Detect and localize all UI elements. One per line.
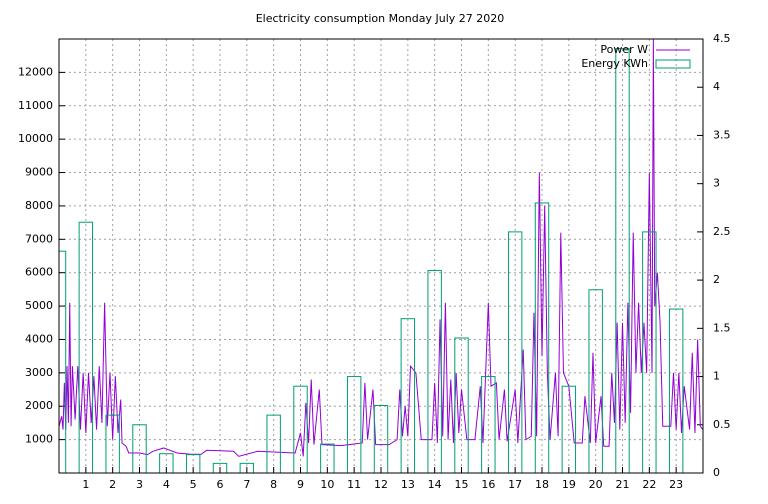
energy-box: [427, 269, 442, 473]
x-tick-label: 12: [374, 478, 388, 491]
legend-label: Power W: [600, 43, 648, 56]
x-tick-label: 22: [642, 478, 656, 491]
x-tick-label: 17: [508, 478, 522, 491]
x-tick-label: 15: [455, 478, 469, 491]
energy-box: [668, 308, 684, 473]
y-tick-label: 3000: [25, 366, 53, 379]
energy-box: [293, 385, 308, 473]
y-tick-label: 2000: [25, 399, 53, 412]
x-tick-label: 11: [347, 478, 361, 491]
x-tick-label: 23: [669, 478, 683, 491]
x-tick-label: 8: [270, 478, 277, 491]
energy-box: [320, 443, 335, 473]
energy-box: [588, 289, 603, 473]
energy-box: [400, 318, 416, 473]
y2-tick-label: 3.5: [713, 128, 731, 141]
x-tick-label: 18: [535, 478, 549, 491]
energy-box: [212, 462, 228, 473]
energy-box: [185, 454, 201, 473]
x-tick-label: 10: [320, 478, 334, 491]
y2-tick-label: 2.5: [713, 225, 731, 238]
energy-box: [454, 337, 469, 473]
y-tick-label: 10000: [18, 132, 53, 145]
y-tick-label: 7000: [25, 232, 53, 245]
x-tick-label: 9: [297, 478, 304, 491]
x-tick-label: 6: [217, 478, 224, 491]
y-tick-label: 4000: [25, 332, 53, 345]
x-tick-label: 14: [428, 478, 442, 491]
energy-box: [615, 48, 630, 473]
energy-box: [642, 231, 657, 473]
legend-label: Energy KWh: [581, 57, 648, 70]
y2-tick-label: 1.5: [713, 321, 731, 334]
chart-title: Electricity consumption Monday July 27 2…: [256, 12, 505, 25]
x-tick-label: 19: [562, 478, 576, 491]
energy-box: [373, 404, 389, 473]
x-tick-label: 16: [481, 478, 495, 491]
x-tick-label: 1: [82, 478, 89, 491]
y2-tick-label: 0.5: [713, 418, 731, 431]
energy-box: [507, 231, 523, 473]
x-tick-label: 21: [616, 478, 630, 491]
energy-box: [239, 462, 255, 473]
plot-border: [58, 38, 704, 474]
y2-tick-label: 3: [713, 177, 720, 190]
y-tick-label: 11000: [18, 99, 53, 112]
y2-tick-label: 4.5: [713, 32, 731, 45]
x-tick-label: 5: [190, 478, 197, 491]
y2-tick-label: 2: [713, 273, 720, 286]
x-tick-label: 4: [163, 478, 170, 491]
y2-tick-label: 1: [713, 370, 720, 383]
plot-area: [59, 39, 703, 473]
x-tick-label: 20: [589, 478, 603, 491]
energy-box: [561, 385, 577, 473]
y-tick-label: 5000: [25, 299, 53, 312]
x-tick-label: 13: [401, 478, 415, 491]
energy-box: [78, 221, 94, 473]
y-tick-label: 12000: [18, 65, 53, 78]
y-tick-label: 8000: [25, 199, 53, 212]
energy-box: [159, 453, 174, 473]
x-tick-label: 7: [243, 478, 250, 491]
legend-swatch: [655, 59, 691, 69]
power-line: [59, 39, 703, 457]
y-tick-label: 9000: [25, 166, 53, 179]
y-tick-label: 6000: [25, 266, 53, 279]
x-tick-label: 2: [109, 478, 116, 491]
x-tick-label: 3: [136, 478, 143, 491]
y2-tick-label: 4: [713, 80, 720, 93]
y2-tick-label: 0: [713, 466, 720, 479]
y-tick-label: 1000: [25, 433, 53, 446]
